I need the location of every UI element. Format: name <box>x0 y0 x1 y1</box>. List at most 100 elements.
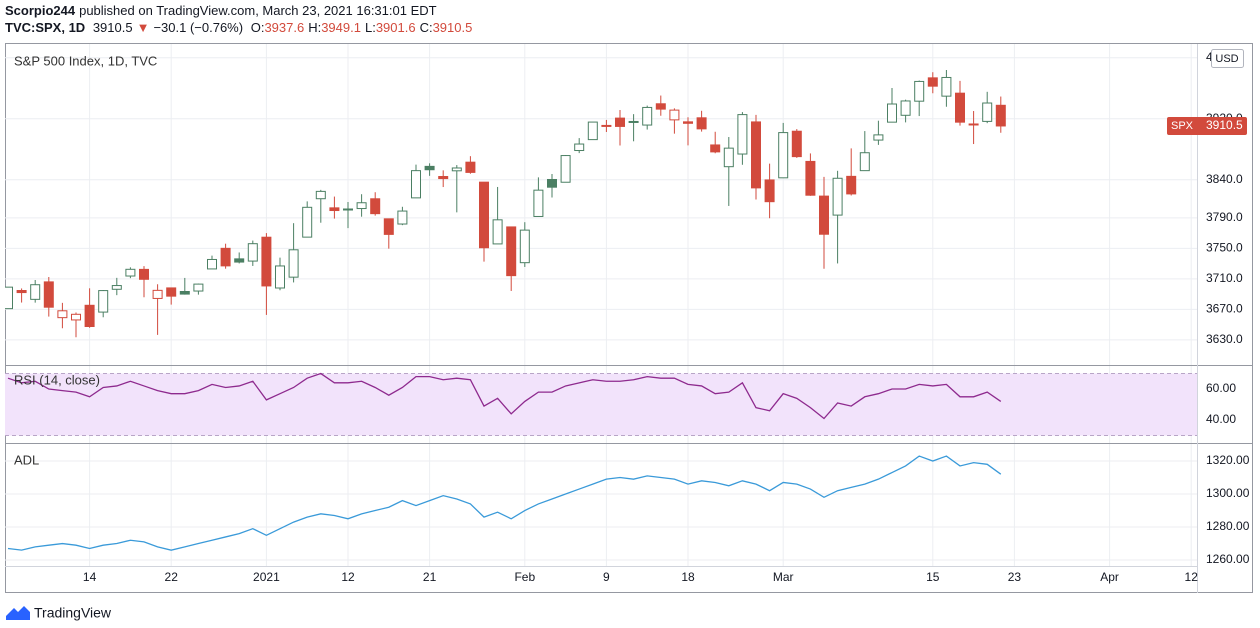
author[interactable]: Scorpio244 <box>5 3 76 18</box>
candle-body <box>995 104 1006 127</box>
candle-body <box>329 207 340 212</box>
candle-body <box>152 289 163 299</box>
candle-body <box>98 290 109 313</box>
candle-body <box>234 258 245 263</box>
candle-body <box>356 202 367 210</box>
candle-body <box>315 190 326 200</box>
last-price: 3910.5 <box>1206 118 1243 132</box>
candle-body <box>927 77 938 87</box>
brand[interactable]: TradingView <box>34 605 112 621</box>
ohlc-value: 3949.1 <box>321 20 361 35</box>
candle-body <box>805 160 816 196</box>
candle-body <box>220 247 231 267</box>
chart-frame <box>5 43 1253 593</box>
candle-body <box>424 165 435 171</box>
y-tick-label: 1260.00 <box>1206 552 1250 566</box>
candle-body <box>832 177 843 216</box>
x-tick-label: Feb <box>514 570 535 584</box>
candle-body <box>846 175 857 195</box>
x-tick-label: 23 <box>1008 570 1022 584</box>
candle-body <box>16 290 27 294</box>
y-tick-label: 3710.0 <box>1206 271 1243 285</box>
y-tick-label: 1300.00 <box>1206 486 1250 500</box>
last-price: 3910.5 <box>92 20 133 35</box>
candle-body <box>574 143 585 152</box>
candle-body <box>764 179 775 203</box>
y-tick-label: 1320.00 <box>1206 453 1250 467</box>
candle-body <box>615 117 625 127</box>
candle-body <box>778 132 789 179</box>
candle-body <box>43 281 54 308</box>
candle-body <box>302 206 313 238</box>
candle-body <box>179 290 190 295</box>
candle-body <box>71 313 81 321</box>
candle-body <box>601 124 612 127</box>
candle-body <box>139 268 149 280</box>
tradingview-logo[interactable] <box>6 606 30 620</box>
rsi-legend: RSI (14, close) <box>14 372 100 387</box>
x-tick-label: 12 <box>1185 570 1199 584</box>
candle-body <box>710 144 721 153</box>
ohlc-label: O: <box>250 20 265 35</box>
candle-body <box>370 198 381 215</box>
candle-body <box>859 152 870 172</box>
ohlc-label: H: <box>308 20 322 35</box>
series-line <box>7 372 1002 420</box>
candle-body <box>519 229 530 264</box>
x-tick-label: 9 <box>603 570 610 584</box>
x-tick-label: 22 <box>165 570 179 584</box>
candle-body <box>683 121 693 124</box>
x-tick-label: Apr <box>1100 570 1119 584</box>
series-line <box>7 455 1002 551</box>
candle-body <box>465 161 476 173</box>
published-info: published on TradingView.com, March 23, … <box>79 3 437 18</box>
candle-body <box>261 236 272 287</box>
y-tick-label: 40.00 <box>1206 412 1236 426</box>
ohlc-value: 3901.6 <box>375 20 416 35</box>
quote-line: TVC:SPX, 1D 3910.5 ▼ −30.1 (−0.76%) O:3937… <box>5 20 480 35</box>
candle-body <box>696 117 707 130</box>
currency: USD <box>1215 53 1238 65</box>
candle-body <box>628 120 639 123</box>
plot-area <box>5 70 1197 551</box>
candle-body <box>642 106 653 126</box>
candle-body <box>587 121 598 141</box>
candle-body <box>547 178 557 188</box>
candle-body <box>723 147 734 168</box>
candle-body <box>955 92 965 123</box>
ohlc-label: C: <box>419 20 433 35</box>
publish-line: Scorpio244 published on TradingView.com, … <box>5 3 441 18</box>
y-tick-label: 1280.00 <box>1206 519 1250 533</box>
symbol: TVC:SPX, 1D <box>5 20 86 35</box>
y-tick-label: 3840.0 <box>1206 172 1243 186</box>
x-tick-label: 14 <box>83 570 97 584</box>
x-tick-label: 2021 <box>253 570 280 584</box>
currency-box[interactable] <box>1211 49 1244 68</box>
axis-labels: 14 22 2021 12 21 Feb 9 18 Mar 15 23 Apr 12 3630.0 3670… <box>83 50 1250 584</box>
candle-body <box>247 243 258 262</box>
ohlc: O:3937.6 H:3949.1 L:3901.6 C:3910.5 <box>251 20 477 35</box>
candle-body <box>84 304 95 327</box>
ohlc-label: L: <box>364 20 376 35</box>
candle-body <box>914 80 925 102</box>
candle-body <box>533 189 544 217</box>
x-tick-label: 12 <box>341 570 355 584</box>
candle-body <box>207 258 217 270</box>
candle-body <box>506 226 517 277</box>
candle-body <box>451 167 462 172</box>
y-tick-label: 60.00 <box>1206 381 1236 395</box>
x-tick-label: 15 <box>926 570 940 584</box>
candle-body <box>819 195 829 235</box>
candle-body <box>887 103 897 123</box>
last-price-box <box>1167 116 1247 135</box>
candle-body <box>982 102 993 122</box>
grid <box>5 44 1197 566</box>
candle-body <box>737 114 748 155</box>
candle-body <box>479 181 489 249</box>
logo-icon <box>6 606 30 620</box>
ohlc-value: 3910.5 <box>432 20 473 35</box>
candle-body <box>57 310 68 319</box>
y-tick-label: 3750.0 <box>1206 241 1243 255</box>
